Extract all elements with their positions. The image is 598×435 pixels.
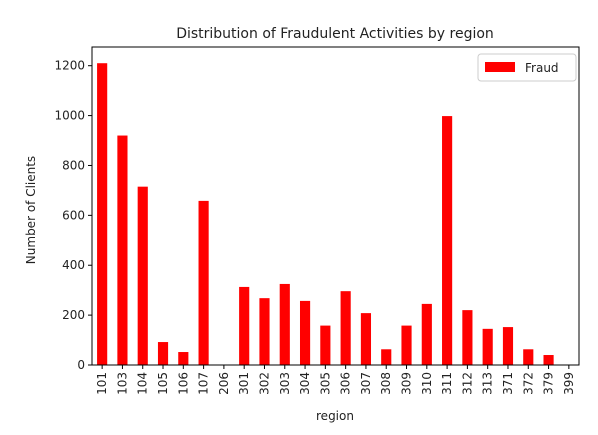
x-tick-label: 103 xyxy=(115,372,129,395)
bar-106 xyxy=(178,352,189,365)
x-axis-title: region xyxy=(316,409,354,423)
x-tick-label: 379 xyxy=(542,372,556,395)
x-tick-label: 107 xyxy=(197,372,211,395)
bar-104 xyxy=(137,186,148,365)
chart-title: Distribution of Fraudulent Activities by… xyxy=(176,26,494,42)
x-tick-label: 105 xyxy=(156,372,170,395)
bar-305 xyxy=(320,325,331,365)
legend: Fraud xyxy=(477,53,577,82)
bar-306 xyxy=(340,291,351,365)
legend-swatch-fraud xyxy=(485,62,515,72)
bar-105 xyxy=(157,342,169,365)
bar-304 xyxy=(299,300,311,365)
x-tick-label: 101 xyxy=(95,372,109,395)
y-tick-label: 600 xyxy=(62,208,85,222)
legend-box xyxy=(477,53,577,82)
bar-301 xyxy=(239,286,250,365)
y-tick-label: 1200 xyxy=(54,59,85,73)
y-tick-label: 1000 xyxy=(54,109,85,123)
bar-313 xyxy=(482,328,493,365)
x-tick-label: 306 xyxy=(339,372,353,395)
bar-103 xyxy=(117,135,128,365)
x-tick-label: 310 xyxy=(420,372,434,395)
x-tick-label: 206 xyxy=(217,372,231,395)
bar-312 xyxy=(462,310,473,365)
axes-layer: 0 200 400 600 800 1000 1200 101 103 104 105 106 107 2… xyxy=(54,46,580,395)
y-axis-title: Number of Clients xyxy=(24,156,38,264)
bar-302 xyxy=(259,298,270,365)
x-tick-label: 313 xyxy=(481,372,495,395)
x-tick-label: 308 xyxy=(379,372,393,395)
x-tick-label: 305 xyxy=(318,372,332,395)
y-tick-label: 800 xyxy=(62,158,85,172)
bar-101 xyxy=(97,63,108,366)
x-tick-label: 304 xyxy=(298,372,312,395)
plot-frame xyxy=(91,46,580,366)
x-tick-label: 303 xyxy=(278,372,292,395)
bar-371 xyxy=(502,327,514,365)
x-tick-label: 301 xyxy=(237,372,251,395)
bar-107 xyxy=(198,200,209,365)
bar-310 xyxy=(421,303,432,365)
bar-309 xyxy=(401,325,412,365)
x-tick-label: 399 xyxy=(562,372,576,395)
bar-307 xyxy=(360,313,372,365)
bar-379 xyxy=(543,355,554,365)
x-tick-label: 104 xyxy=(136,372,150,395)
x-tick-label: 302 xyxy=(257,372,271,395)
x-tick-label: 312 xyxy=(460,372,474,395)
x-tick-label: 307 xyxy=(359,372,373,395)
y-tick-label: 400 xyxy=(62,258,85,272)
bars-layer xyxy=(97,63,554,366)
legend-label-fraud: Fraud xyxy=(525,61,559,75)
bar-303 xyxy=(279,283,290,365)
y-tick-label: 0 xyxy=(77,358,85,372)
x-tick-label: 309 xyxy=(400,372,414,395)
x-tick-label: 371 xyxy=(501,372,515,395)
bar-311 xyxy=(442,116,453,365)
y-tick-label: 200 xyxy=(62,308,85,322)
bar-308 xyxy=(381,349,392,365)
x-tick-label: 311 xyxy=(440,372,454,395)
bar-372 xyxy=(523,349,534,365)
x-tick-label: 372 xyxy=(521,372,535,395)
x-tick-label: 106 xyxy=(176,372,190,395)
